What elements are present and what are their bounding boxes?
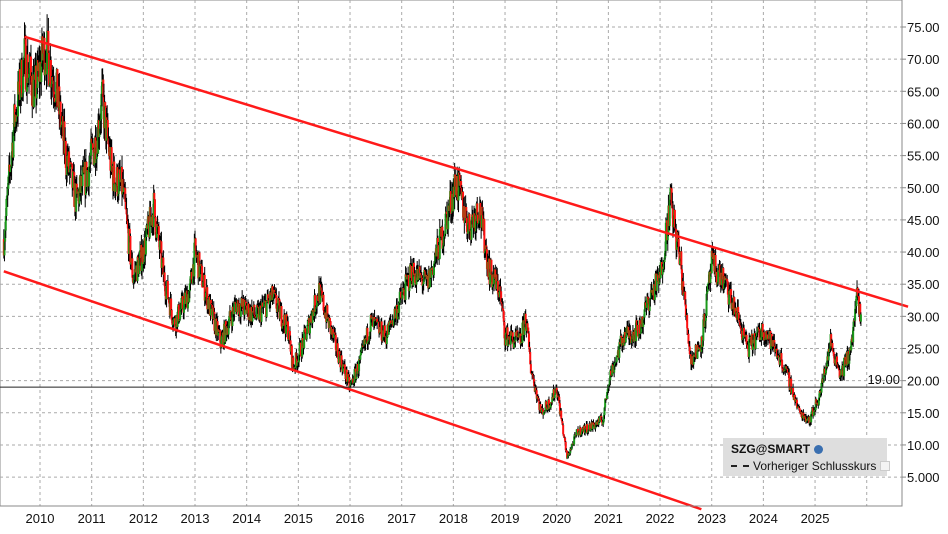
grid-lines (0, 0, 902, 506)
x-tick-label: 2019 (491, 511, 520, 526)
y-tick-label: 75.00 (907, 20, 940, 35)
y-tick-label: 60.00 (907, 116, 940, 131)
x-tick-label: 2011 (78, 511, 106, 526)
candlestick-series (2, 14, 862, 460)
trend-line-upper (24, 35, 909, 308)
y-tick-label: 55.00 (907, 149, 940, 164)
plot-area (0, 0, 903, 507)
y-tick-label: 70.00 (907, 52, 940, 67)
x-tick-label: 2014 (232, 511, 261, 526)
y-tick-label: 5.000 (907, 470, 940, 485)
y-tick-label: 50.00 (907, 181, 940, 196)
dashed-line-icon (731, 465, 749, 467)
legend-box: SZG@SMART Vorheriger Schlusskurs (723, 438, 891, 476)
x-axis-ticks: 2010 2011 2012 2013 2014 2015 2016 2017 2018 2019… (26, 511, 830, 526)
x-tick-label: 2010 (26, 511, 55, 526)
x-tick-label: 2012 (129, 511, 158, 526)
y-tick-label: 65.00 (907, 84, 940, 99)
legend-checkbox[interactable] (880, 461, 891, 471)
legend-item: Vorheriger Schlusskurs (731, 459, 891, 473)
trend-line-lower (3, 270, 702, 511)
y-tick-label: 45.00 (907, 213, 940, 228)
x-tick-label: 2022 (646, 511, 675, 526)
y-tick-label: 20.00 (907, 374, 940, 389)
globe-icon[interactable] (814, 445, 824, 454)
x-tick-label: 2017 (387, 511, 416, 526)
x-tick-label: 2021 (594, 511, 623, 526)
x-tick-label: 2015 (284, 511, 313, 526)
y-tick-label: 30.00 (907, 309, 940, 324)
x-tick-label: 2025 (801, 511, 830, 526)
y-axis-ticks: 5.000 10.00 15.00 20.00 25.00 30.00 35.00 40.00… (902, 20, 940, 485)
y-tick-label: 40.00 (907, 245, 940, 260)
reference-label: 19.00 (867, 372, 900, 387)
y-tick-label: 15.00 (907, 406, 940, 421)
x-tick-label: 2016 (336, 511, 365, 526)
x-tick-label: 2023 (697, 511, 726, 526)
x-tick-label: 2020 (542, 511, 571, 526)
trend-channel (3, 35, 909, 511)
legend-title: SZG@SMART (731, 442, 824, 456)
y-tick-label: 25.00 (907, 342, 940, 357)
x-tick-label: 2013 (181, 511, 210, 526)
y-tick-label: 10.00 (907, 438, 940, 453)
x-tick-label: 2024 (749, 511, 778, 526)
x-tick-label: 2018 (439, 511, 468, 526)
y-tick-label: 35.00 (907, 277, 940, 292)
